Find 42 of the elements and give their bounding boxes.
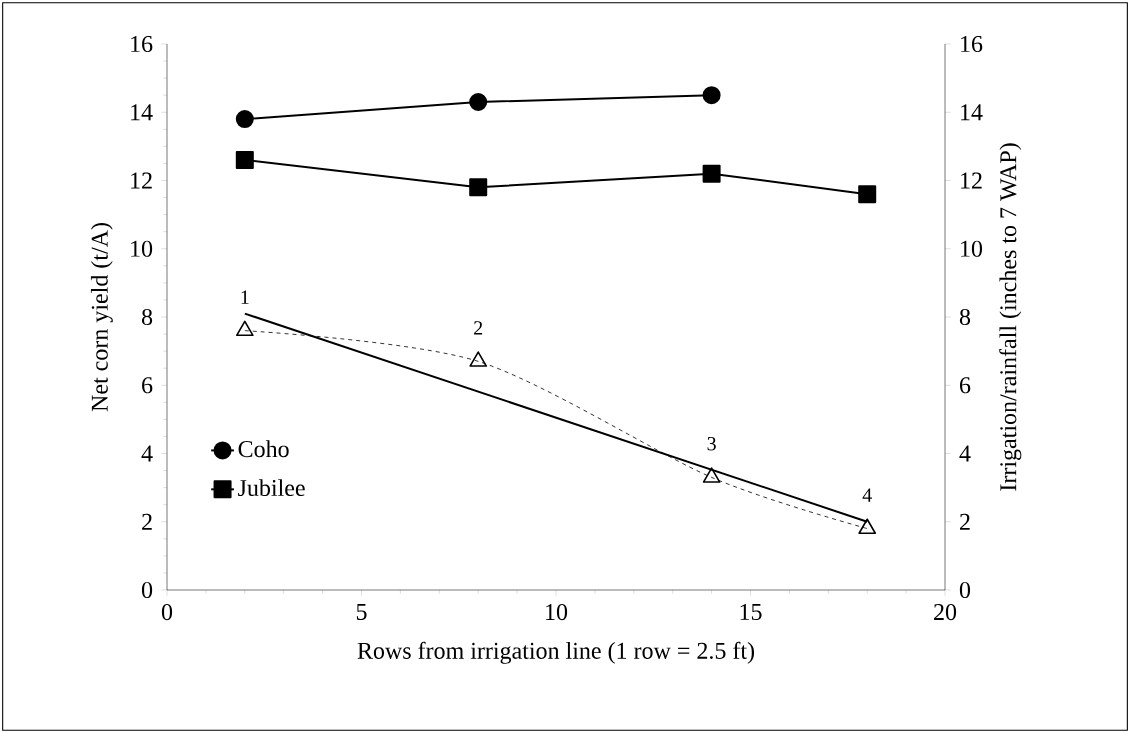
point	[469, 178, 488, 197]
y-tick-label: 8	[141, 308, 153, 326]
point	[235, 320, 254, 337]
point	[235, 151, 254, 170]
point	[702, 164, 721, 183]
x-tick-label: 5	[356, 603, 367, 620]
annotation: 2	[474, 321, 483, 335]
point	[469, 93, 488, 112]
y2-tick-label: 12	[961, 172, 982, 189]
legend-label: Jubilee	[238, 479, 305, 497]
y2-tick-label: 8	[959, 308, 971, 326]
y2-tick-label: 6	[959, 377, 971, 394]
y-tick-label: 12	[131, 172, 152, 189]
y2-tick-label: 4	[959, 445, 971, 462]
legend-label: Coho	[238, 440, 289, 458]
y-tick-label: 4	[141, 445, 153, 462]
y-tick-label: 10	[131, 240, 153, 257]
y-axis-title: Net corn yield (t/A)	[90, 223, 113, 412]
x-axis-title: Rows from irrigation line (1 row = 2.5 ft)	[357, 641, 755, 664]
y2-tick-label: 14	[961, 104, 983, 121]
point	[702, 86, 721, 105]
point	[858, 185, 877, 204]
y-tick-label: 0	[141, 581, 153, 599]
y-tick-label: 14	[131, 104, 153, 121]
y-tick-label: 6	[142, 377, 153, 394]
y-tick-label: 2	[142, 513, 152, 530]
y-tick-label: 16	[131, 35, 153, 53]
point	[469, 351, 488, 367]
y2-tick-label: 2	[960, 513, 970, 530]
point	[235, 110, 254, 129]
annotation: 3	[707, 437, 716, 451]
y2-tick-label: 16	[961, 35, 983, 53]
x-tick-label: 0	[161, 603, 173, 621]
y2-tick-label: 0	[959, 581, 971, 599]
x-tick-label: 15	[740, 603, 762, 621]
y2-tick-label: 10	[961, 240, 983, 257]
x-tick-label: 10	[546, 603, 568, 621]
x-tick-label: 20	[934, 603, 957, 621]
annotation: 4	[862, 488, 872, 502]
point	[702, 467, 721, 483]
y2-axis-title: Irrigation/rainfall (inches to 7 WAP)	[999, 143, 1022, 491]
annotation: 1	[241, 290, 249, 304]
